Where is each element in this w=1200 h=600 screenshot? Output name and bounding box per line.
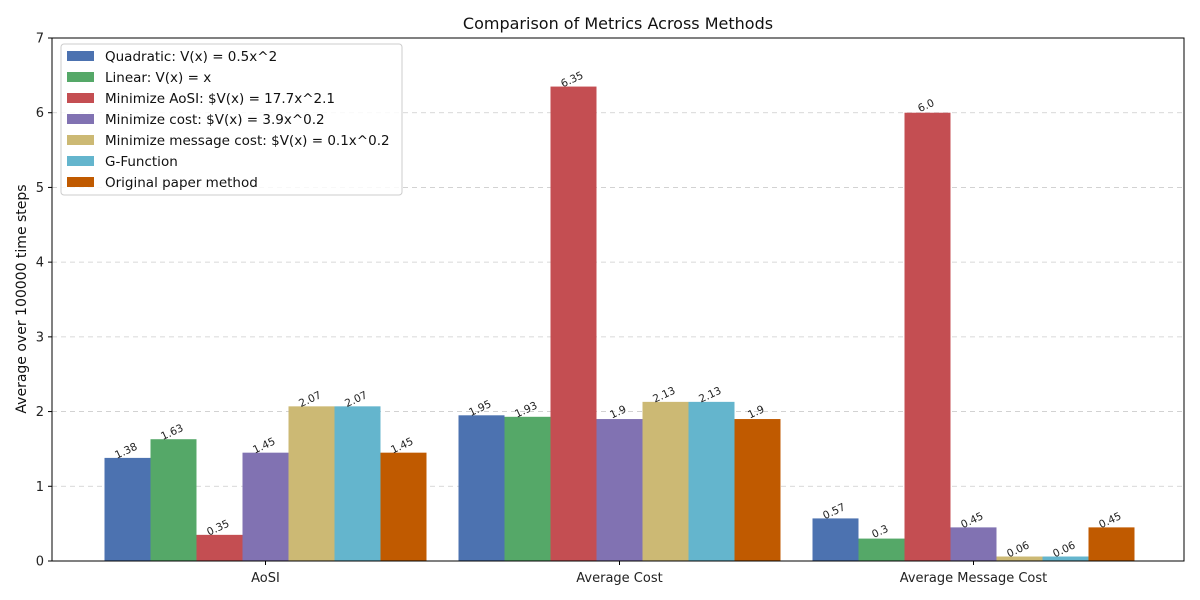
chart-title: Comparison of Metrics Across Methods (463, 14, 773, 33)
legend-entry: G-Function (105, 154, 178, 170)
bar (688, 401, 735, 561)
bar (504, 416, 551, 561)
bar (550, 86, 597, 562)
bar (150, 439, 197, 561)
legend-swatch (67, 114, 94, 124)
y-tick-label: 5 (36, 181, 44, 196)
legend-swatch (67, 72, 94, 82)
bar (458, 415, 505, 561)
bar (812, 518, 859, 561)
bar (1088, 527, 1135, 561)
bar (242, 452, 289, 561)
bars (104, 86, 1135, 562)
bar (996, 556, 1043, 561)
bar (196, 534, 243, 561)
y-tick-label: 7 (36, 32, 44, 47)
plot-frame (51, 37, 1185, 562)
legend-swatch (67, 51, 94, 61)
x-tick-label: AoSI (251, 571, 280, 586)
bar (1042, 556, 1089, 561)
legend-entry: Quadratic: V(x) = 0.5x^2 (105, 49, 277, 65)
data-label: 0.3 (870, 523, 890, 541)
bar (858, 538, 905, 561)
x-tick-label: Average Cost (576, 571, 662, 586)
y-tick-label: 1 (36, 480, 44, 495)
y-tick-label: 2 (36, 405, 44, 420)
legend-entry: Minimize message cost: $V(x) = 0.1x^0.2 (105, 133, 390, 149)
data-label: 1.9 (746, 403, 766, 421)
bar (642, 401, 689, 561)
y-tick-label: 4 (36, 256, 44, 271)
bar (950, 527, 997, 561)
y-axis-label: Average over 100000 time steps (14, 184, 30, 413)
legend-swatch (67, 156, 94, 166)
legend-swatch (67, 177, 94, 187)
legend-entry: Minimize AoSI: $V(x) = 17.7x^2.1 (105, 91, 335, 107)
data-label: 1.9 (608, 403, 628, 421)
legend-swatch (67, 93, 94, 103)
x-tick-label: Average Message Cost (900, 571, 1048, 586)
legend-entry: Linear: V(x) = x (105, 70, 211, 86)
bar (904, 112, 951, 561)
data-label: 6.0 (916, 97, 936, 115)
bar (104, 457, 151, 561)
legend-frame (60, 43, 403, 196)
bar (596, 419, 643, 561)
legend-swatch (67, 135, 94, 145)
legend-entry: Minimize cost: $V(x) = 3.9x^0.2 (105, 112, 325, 128)
axes: 0 1 2 3 4 5 6 7 AoSI Average Cost Average Message … (36, 32, 1048, 587)
y-tick-label: 3 (36, 330, 44, 345)
legend-entry: Original paper method (105, 175, 258, 191)
y-tick-label: 6 (36, 106, 44, 121)
bar (380, 452, 427, 561)
legend: Quadratic: V(x) = 0.5x^2 Linear: V(x) = x… (60, 43, 403, 196)
bar (734, 419, 781, 561)
bar (334, 406, 381, 561)
y-tick-label: 0 (36, 555, 44, 570)
bar (288, 406, 335, 561)
